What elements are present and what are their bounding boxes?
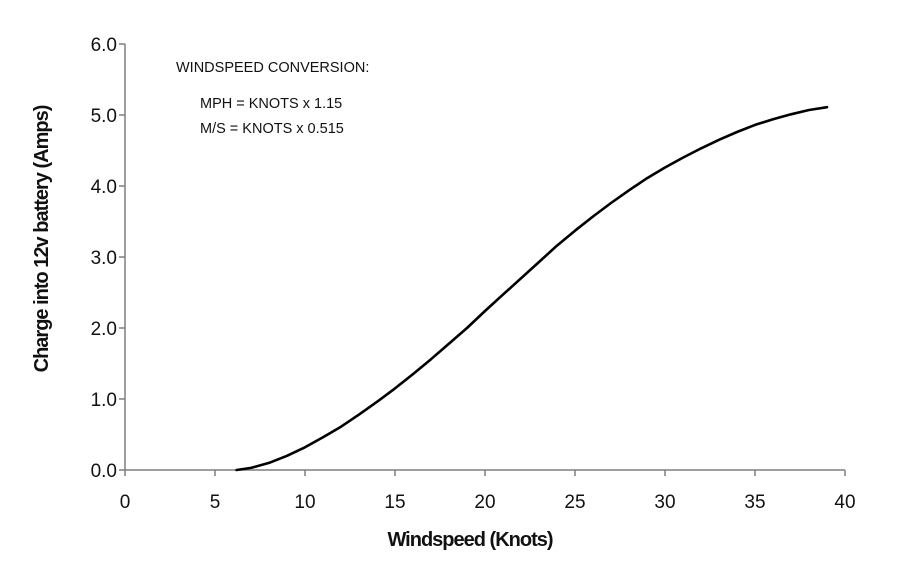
y-axis-ticks: 0.0 1.0 2.0 3.0 4.0 5.0 6.0 <box>91 35 125 482</box>
annotation-heading: WINDSPEED CONVERSION: <box>176 60 369 76</box>
series-layer <box>235 105 829 472</box>
x-tick-label: 10 <box>294 492 315 513</box>
x-tick-label: 20 <box>474 492 495 513</box>
x-axis-ticks: 0 5 10 15 20 25 30 35 40 <box>120 470 856 513</box>
y-tick-label: 1.0 <box>91 390 117 411</box>
annotation-mph-conversion: MPH = KNOTS x 1.15 <box>200 96 342 112</box>
x-tick-label: 25 <box>564 492 585 513</box>
y-tick-label: 2.0 <box>91 319 117 340</box>
y-tick-label: 5.0 <box>91 106 117 127</box>
x-tick-label: 0 <box>120 492 131 513</box>
x-tick-label: 15 <box>384 492 405 513</box>
y-tick-label: 3.0 <box>91 248 117 269</box>
y-axis-title-group: Charge into 12v battery (Amps) <box>31 105 53 372</box>
x-tick-label: 30 <box>654 492 675 513</box>
x-tick-label: 40 <box>834 492 855 513</box>
x-tick-label: 35 <box>744 492 765 513</box>
x-tick-label: 5 <box>210 492 221 513</box>
y-axis-title: Charge into 12v battery (Amps) <box>31 105 53 372</box>
x-axis-title: Windspeed (Knots) <box>387 529 552 551</box>
annotation-ms-conversion: M/S = KNOTS x 0.515 <box>200 121 344 137</box>
y-tick-label: 0.0 <box>91 461 117 482</box>
y-tick-label: 4.0 <box>91 177 117 198</box>
y-tick-label: 6.0 <box>91 35 117 56</box>
annotation-box: WINDSPEED CONVERSION: MPH = KNOTS x 1.15… <box>176 60 369 137</box>
series-line <box>235 105 829 472</box>
